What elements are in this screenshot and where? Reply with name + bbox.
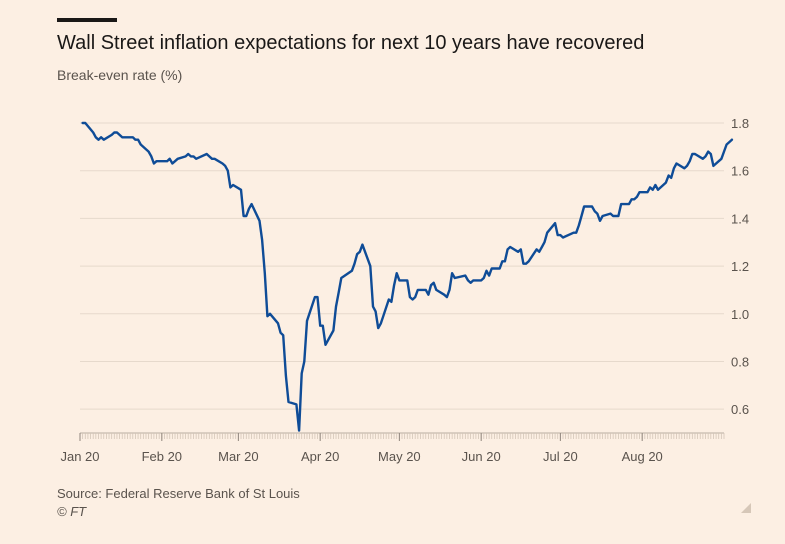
- y-tick-label: 1.4: [731, 211, 749, 226]
- y-tick-label: 0.8: [731, 354, 749, 369]
- x-tick-label: Mar 20: [218, 449, 258, 464]
- chart-title: Wall Street inflation expectations for n…: [57, 32, 645, 54]
- y-tick-label: 1.0: [731, 307, 749, 322]
- y-tick-label: 0.6: [731, 402, 749, 417]
- title-accent-rule: [57, 18, 117, 22]
- x-tick-label: Jun 20: [462, 449, 501, 464]
- y-tick-label: 1.6: [731, 164, 749, 179]
- x-tick-label: May 20: [378, 449, 421, 464]
- series-line-breakeven-rate: [81, 121, 734, 432]
- y-tick-label: 1.8: [731, 116, 749, 131]
- source-note: Source: Federal Reserve Bank of St Louis: [57, 486, 300, 501]
- y-tick-label: 1.2: [731, 259, 749, 274]
- x-tick-label: Feb 20: [142, 449, 182, 464]
- x-tick-label: Aug 20: [622, 449, 663, 464]
- x-tick-label: Apr 20: [301, 449, 339, 464]
- credit-note: © FT: [57, 504, 87, 519]
- x-tick-label: Jan 20: [60, 449, 99, 464]
- resize-handle-icon[interactable]: [741, 503, 751, 513]
- chart-subtitle: Break-even rate (%): [57, 67, 183, 83]
- x-tick-label: Jul 20: [543, 449, 578, 464]
